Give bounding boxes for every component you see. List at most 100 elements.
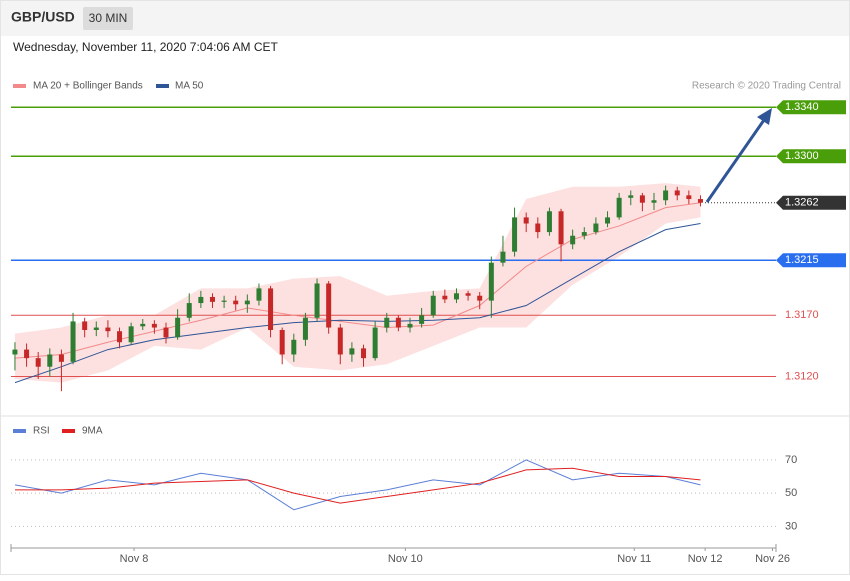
rsi-line: [14, 467, 701, 504]
legend-swatch: [13, 429, 26, 433]
arrow-head: [757, 108, 772, 125]
rsi-line: [14, 459, 701, 511]
candle-body: [244, 300, 250, 305]
candle-body: [186, 303, 192, 318]
candle-body: [605, 217, 611, 224]
candle-body: [477, 295, 483, 301]
candle-body: [105, 327, 111, 332]
candle-body: [117, 331, 123, 343]
candle-body: [221, 300, 227, 302]
candle-body: [384, 317, 390, 328]
candle-body: [570, 235, 576, 245]
candle-body: [233, 300, 239, 305]
candle-body: [361, 348, 367, 359]
x-tick-label: Nov 11: [617, 553, 651, 565]
candle-body: [58, 354, 64, 362]
candle-body: [35, 358, 41, 367]
candle-body: [558, 211, 564, 245]
candle-body: [546, 211, 552, 233]
candle-body: [465, 293, 471, 296]
source: Research © 2020 Trading Central: [692, 81, 841, 92]
legend-label: RSI: [33, 426, 50, 437]
legend-swatch: [62, 429, 75, 433]
level-tag: [776, 149, 846, 164]
plot: 1.3340 1.3300 1.3262 1.3215 1.3170 1.3120 30 50…: [11, 100, 846, 565]
candle-body: [419, 315, 425, 324]
candle-body: [535, 223, 541, 233]
level-label: 1.3215: [785, 254, 819, 266]
candle-body: [616, 197, 622, 218]
level-tag: [776, 100, 846, 115]
candle-body: [500, 251, 506, 263]
candle-body: [70, 321, 76, 362]
candle-body: [639, 195, 645, 203]
x-tick-label: Nov 26: [755, 553, 790, 565]
interval-button[interactable]: [83, 7, 133, 30]
candle-body: [512, 217, 518, 252]
candle-body: [686, 195, 692, 200]
candle-body: [663, 190, 669, 201]
candle-body: [593, 223, 599, 233]
candle-body: [128, 326, 134, 343]
candle-body: [442, 295, 448, 300]
candle-body: [24, 349, 30, 359]
candle-body: [151, 323, 157, 328]
y-tick-label: 70: [785, 454, 797, 466]
candle-body: [674, 190, 680, 196]
level-tag: [776, 253, 846, 268]
candle-body: [372, 327, 378, 359]
candle-body: [175, 317, 181, 338]
interval[interactable]: 30 MIN: [89, 11, 128, 25]
candle-body: [628, 195, 634, 198]
candle-body: [395, 317, 401, 328]
header-bar: [1, 1, 849, 36]
candle-body: [12, 349, 18, 355]
candle-body: [581, 232, 587, 236]
y-tick-label: 30: [785, 520, 797, 532]
symbol: GBP/USD: [11, 9, 75, 25]
candle-body: [291, 339, 297, 355]
candle-body: [407, 323, 413, 328]
candle-body: [163, 327, 169, 338]
bollinger-band: [14, 183, 701, 383]
candle-body: [430, 295, 436, 316]
candle-body: [256, 288, 262, 301]
candle-body: [93, 327, 99, 330]
level-label: 1.3170: [785, 309, 819, 321]
candle-body: [326, 283, 332, 328]
level-label: 1.3340: [785, 101, 819, 113]
candle-body: [279, 329, 285, 355]
level-tag: [776, 195, 846, 210]
candle-body: [302, 317, 308, 340]
legend-label: MA 20 + Bollinger Bands: [33, 81, 143, 92]
level-label: 1.3300: [785, 150, 819, 162]
x-tick-label: Nov 8: [120, 553, 149, 565]
candle-body: [198, 296, 204, 304]
date: Wednesday, November 11, 2020 7:04:06 AM …: [13, 40, 278, 54]
candle-body: [140, 323, 146, 327]
candle-body: [314, 283, 320, 318]
level-label: 1.3262: [785, 197, 819, 209]
legend-label: 9MA: [82, 426, 103, 437]
candle-body: [268, 288, 274, 330]
candle-body: [488, 262, 494, 301]
x-tick-label: Nov 12: [688, 553, 723, 565]
candle-body: [337, 327, 343, 355]
candle-body: [651, 200, 657, 203]
legend-swatch: [156, 84, 169, 88]
legend-label: MA 50: [175, 81, 204, 92]
candle-body: [47, 354, 53, 367]
candle-body: [209, 296, 215, 302]
candle-body: [697, 199, 703, 203]
candle-body: [82, 321, 88, 330]
x-tick-label: Nov 10: [388, 553, 423, 565]
y-tick-label: 50: [785, 487, 797, 499]
candle-body: [453, 293, 459, 300]
projection-arrow: [705, 119, 766, 203]
candle-body: [523, 217, 529, 224]
candle-body: [349, 348, 355, 355]
legend-swatch: [13, 84, 26, 88]
level-label: 1.3120: [785, 370, 819, 382]
